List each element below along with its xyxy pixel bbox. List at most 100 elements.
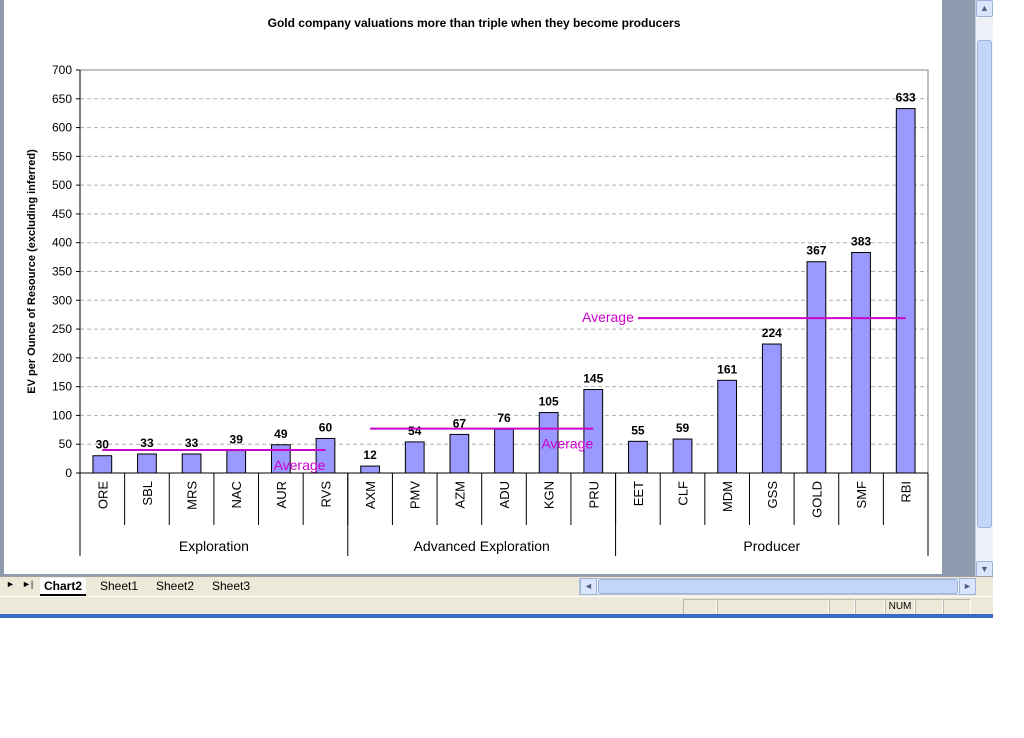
tab-sheet3[interactable]: Sheet3 (212, 579, 251, 593)
data-label: 59 (676, 421, 690, 435)
bar (628, 440, 648, 474)
y-tick-label: 50 (59, 437, 73, 451)
bar (672, 438, 693, 474)
bar-chart: Gold company valuations more than triple… (26, 16, 929, 556)
bar (226, 450, 247, 474)
x-tick-label: GOLD (809, 481, 824, 518)
y-tick-label: 200 (52, 351, 72, 365)
bar (449, 433, 470, 474)
scroll-down-icon[interactable]: ▼ (976, 561, 993, 578)
x-tick-label: MRS (185, 481, 200, 510)
data-label: 67 (453, 416, 467, 430)
x-tick-label: EET (631, 481, 646, 506)
y-tick-label: 550 (52, 149, 72, 163)
status-panel (943, 599, 971, 615)
y-tick-label: 0 (65, 466, 72, 480)
y-tick-label: 600 (52, 121, 72, 135)
x-tick-label: AZM (452, 481, 467, 508)
window-border (0, 614, 993, 618)
x-tick-label: PMV (408, 481, 423, 510)
bar (404, 441, 425, 474)
scroll-left-icon[interactable]: ◄ (580, 578, 597, 595)
average-label: Average (582, 309, 634, 325)
y-tick-label: 500 (52, 178, 72, 192)
x-tick-label: NAC (229, 481, 244, 508)
x-tick-label: ADU (497, 481, 512, 508)
data-label: 54 (408, 424, 422, 438)
x-tick-label: CLF (676, 481, 691, 506)
y-tick-label: 300 (52, 293, 72, 307)
data-label: 39 (230, 433, 244, 447)
y-tick-label: 150 (52, 380, 72, 394)
data-label: 161 (717, 362, 737, 376)
bar (583, 389, 604, 474)
data-label: 60 (319, 420, 333, 434)
x-tick-label: SBL (140, 481, 155, 506)
bar (761, 343, 782, 474)
vertical-scrollbar[interactable]: ▲ ▼ (975, 0, 993, 578)
status-panel (915, 599, 943, 615)
tab-scroll-next-icon[interactable]: ► (6, 579, 15, 589)
x-tick-label: RVS (318, 481, 333, 508)
y-tick-label: 250 (52, 322, 72, 336)
y-tick-label: 450 (52, 207, 72, 221)
data-label: 76 (497, 411, 511, 425)
y-tick-label: 100 (52, 408, 72, 422)
x-tick-label: ORE (95, 481, 110, 510)
group-label: Exploration (179, 538, 249, 554)
bar (92, 455, 113, 474)
x-tick-label: PRU (586, 481, 601, 508)
x-tick-label: AUR (274, 481, 289, 508)
y-tick-label: 650 (52, 92, 72, 106)
data-label: 383 (851, 235, 871, 249)
group-label: Advanced Exploration (414, 538, 550, 554)
x-tick-label: GSS (765, 481, 780, 509)
x-tick-label: RBI (899, 481, 914, 503)
tab-scroll-last-icon[interactable]: ►| (22, 579, 34, 589)
data-label: 224 (762, 326, 782, 340)
bar (137, 453, 157, 474)
horizontal-scroll-thumb[interactable] (598, 579, 958, 594)
data-label: 33 (185, 436, 199, 450)
status-panel (829, 599, 855, 615)
y-tick-label: 700 (52, 63, 72, 77)
data-label: 633 (896, 91, 916, 105)
bar (494, 428, 514, 474)
vertical-scroll-thumb[interactable] (977, 40, 992, 528)
data-label: 12 (363, 448, 377, 462)
status-bar: NUM (0, 596, 993, 616)
status-panel (683, 599, 717, 615)
chart-sheet: Gold company valuations more than triple… (4, 0, 942, 574)
tab-chart2[interactable]: Chart2 (40, 578, 87, 596)
tab-sheet1[interactable]: Sheet1 (100, 579, 139, 593)
data-label: 145 (583, 372, 603, 386)
scroll-up-icon[interactable]: ▲ (976, 0, 993, 17)
average-label: Average (274, 457, 326, 473)
data-label: 367 (806, 244, 826, 258)
bar (895, 108, 916, 474)
data-label: 105 (539, 395, 559, 409)
average-label: Average (541, 436, 593, 452)
bar (806, 261, 827, 474)
status-panel (717, 599, 829, 615)
bar (717, 379, 738, 474)
data-label: 55 (631, 423, 645, 437)
y-tick-label: 400 (52, 236, 72, 250)
y-axis-label: EV per Ounce of Resource (excluding infe… (26, 149, 38, 394)
y-tick-label: 350 (52, 265, 72, 279)
status-panel (855, 599, 885, 615)
data-label: 30 (96, 438, 110, 452)
x-tick-label: SMF (854, 481, 869, 509)
bar (360, 465, 380, 474)
horizontal-scrollbar[interactable]: ◄ ► (579, 578, 976, 595)
bar (851, 252, 871, 474)
data-label: 33 (140, 436, 154, 450)
group-label: Producer (743, 538, 800, 554)
scroll-right-icon[interactable]: ► (959, 578, 976, 595)
x-tick-label: AXM (363, 481, 378, 509)
x-tick-label: KGN (542, 481, 557, 509)
tab-sheet2[interactable]: Sheet2 (156, 579, 195, 593)
sheet-tab-bar: ► ►| Chart2 Sheet1 Sheet2 Sheet3 ◄ ► (0, 576, 993, 596)
num-lock-indicator: NUM (885, 599, 915, 615)
chart-title: Gold company valuations more than triple… (268, 16, 681, 30)
